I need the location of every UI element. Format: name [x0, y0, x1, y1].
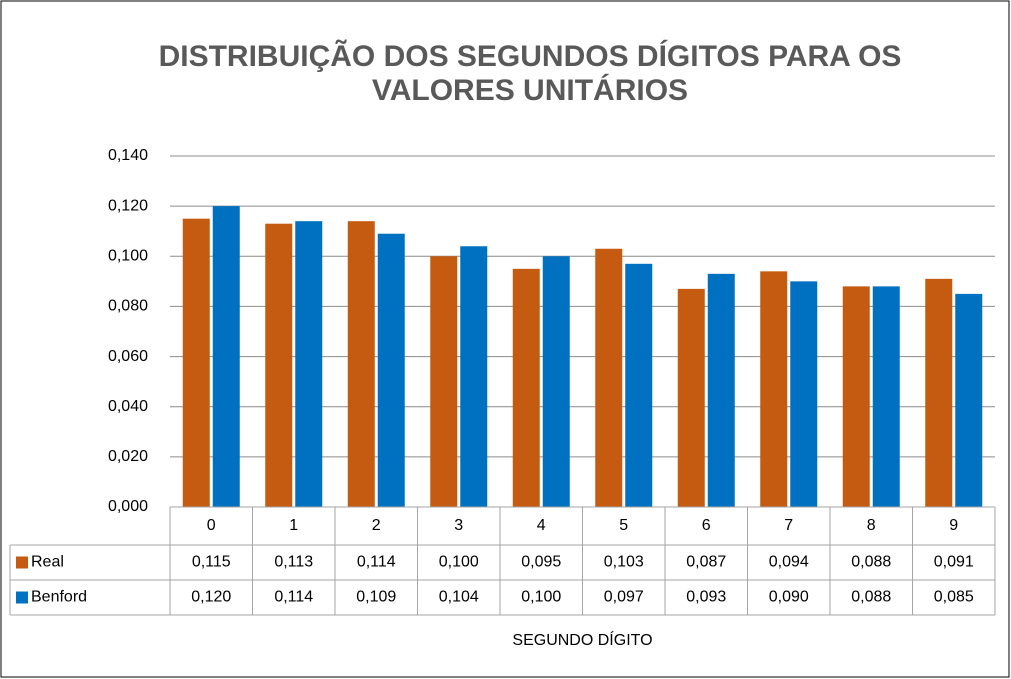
bar [347, 221, 375, 507]
bar [212, 206, 240, 507]
bar [707, 273, 735, 507]
table-value: 0,085 [934, 589, 974, 606]
bar [182, 218, 210, 507]
table-value: 0,088 [851, 554, 891, 571]
y-tick-label: 0,100 [108, 248, 148, 265]
y-tick-label: 0,120 [108, 197, 148, 214]
x-tick-label: 0 [207, 517, 216, 534]
table-value: 0,091 [934, 554, 974, 571]
y-tick-label: 0,140 [108, 147, 148, 164]
table-value: 0,100 [439, 554, 479, 571]
x-tick-label: 9 [949, 517, 958, 534]
x-tick-label: 1 [289, 517, 298, 534]
legend-key [16, 591, 28, 604]
y-tick-label: 0,000 [108, 498, 148, 515]
bar [595, 248, 623, 507]
legend-label: Benford [31, 589, 87, 606]
table-value: 0,104 [439, 589, 479, 606]
x-tick-label: 3 [454, 517, 463, 534]
bar [925, 278, 953, 507]
table-value: 0,100 [521, 589, 561, 606]
x-tick-label: 4 [537, 517, 546, 534]
bar [872, 286, 900, 507]
y-tick-label: 0,020 [108, 448, 148, 465]
table-value: 0,095 [521, 554, 561, 571]
table-value: 0,113 [274, 554, 313, 571]
bar [512, 268, 540, 507]
table-value: 0,103 [604, 554, 644, 571]
x-tick-label: 8 [867, 517, 876, 534]
bar [377, 233, 405, 507]
bar [760, 271, 788, 507]
legend-label: Real [31, 554, 64, 571]
table-value: 0,109 [356, 589, 396, 606]
table-value: 0,114 [357, 554, 396, 571]
chart-title: DISTRIBUIÇÃO DOS SEGUNDOS DÍGITOS PARA O… [158, 40, 902, 107]
bar [460, 246, 488, 507]
x-tick-label: 2 [372, 517, 381, 534]
bar [430, 256, 458, 507]
table-value: 0,115 [192, 554, 231, 571]
y-tick-label: 0,040 [108, 398, 148, 415]
bar [955, 293, 983, 507]
bar [625, 263, 653, 507]
table-value: 0,088 [851, 589, 891, 606]
legend-key [16, 556, 28, 569]
table-value: 0,090 [769, 589, 809, 606]
bar [842, 286, 870, 507]
bar [677, 288, 705, 507]
bar [265, 223, 293, 507]
bar [542, 256, 570, 507]
table-value: 0,093 [686, 589, 726, 606]
x-tick-label: 5 [619, 517, 628, 534]
bar [295, 221, 323, 507]
table-value: 0,114 [274, 589, 313, 606]
y-tick-label: 0,080 [108, 298, 148, 315]
x-tick-label: 7 [784, 517, 793, 534]
x-tick-label: 6 [702, 517, 711, 534]
x-axis-label: SEGUNDO DÍGITO [512, 630, 652, 649]
bar [790, 281, 818, 507]
table-value: 0,097 [604, 589, 644, 606]
table-value: 0,087 [686, 554, 726, 571]
table-value: 0,120 [191, 589, 231, 606]
table-value: 0,094 [769, 554, 809, 571]
y-tick-label: 0,060 [108, 348, 148, 365]
